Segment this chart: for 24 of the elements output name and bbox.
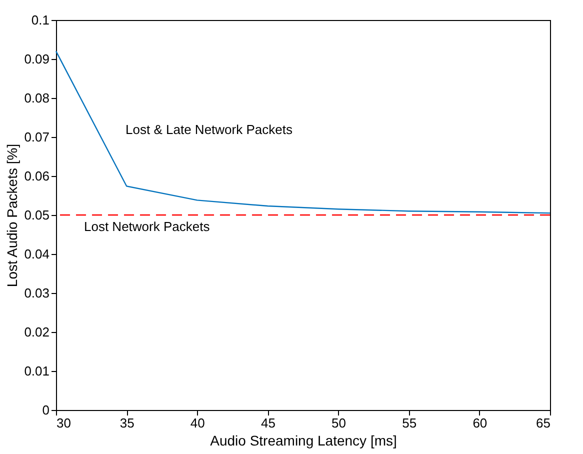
y-tick-label: 0.1 (31, 12, 50, 28)
y-tick-label: 0.03 (24, 286, 50, 300)
y-axis-title: Lost Audio Packets [%] (4, 144, 20, 288)
y-tick-label: 0.02 (24, 324, 50, 340)
x-tick-label: 30 (56, 416, 71, 430)
y-tick-label: 0.06 (24, 168, 50, 184)
y-tick-label: 0.08 (24, 90, 50, 106)
annotation: Lost & Late Network Packets (126, 122, 293, 137)
x-tick-label: 35 (120, 416, 134, 430)
y-tick-label: 0.01 (24, 364, 50, 378)
x-tick-label: 50 (332, 416, 346, 430)
x-axis-title: Audio Streaming Latency [ms] (210, 432, 397, 448)
y-tick-label: 0.07 (24, 130, 50, 144)
x-tick-label: 60 (472, 416, 488, 430)
ref-line-label: Lost Network Packets (84, 219, 210, 234)
x-tick-label: 40 (190, 416, 205, 430)
line-series (55, 50, 551, 214)
x-tick-label: 55 (402, 416, 417, 430)
y-tick-label: 0 (42, 402, 50, 418)
x-tick-label: 45 (260, 416, 276, 430)
y-tick-label: 0.09 (24, 52, 50, 66)
y-tick-label: 0.04 (24, 246, 50, 262)
y-tick-label: 0.05 (24, 208, 50, 222)
x-tick-label: 65 (536, 416, 550, 430)
